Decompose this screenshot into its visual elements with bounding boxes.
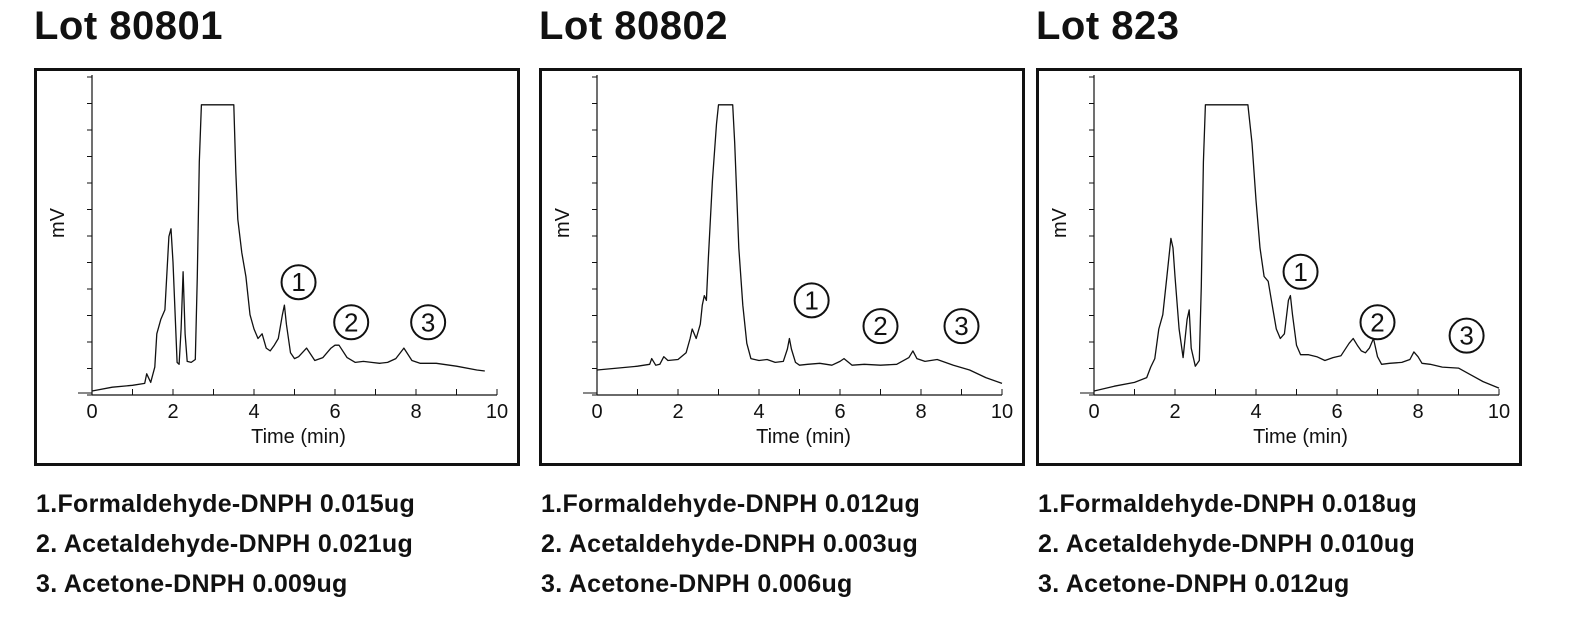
- chromatogram-trace: [597, 104, 1003, 385]
- chromatogram-trace: [1094, 104, 1500, 392]
- peak-marker-label: 3: [421, 307, 435, 337]
- peak-marker-circle: [1359, 304, 1396, 341]
- peak-marker: 1: [793, 282, 830, 319]
- x-axis-label: Time (min): [251, 426, 346, 448]
- chart-panel-3: Lot 823 0 2 4 6 8 10 Time (min) mV 1 2 3 1.Formald…: [1036, 0, 1536, 621]
- legend-item-3: 3. Acetone-DNPH 0.006ug: [541, 570, 853, 598]
- peak-legend: 1.Formaldehyde-DNPH 0.012ug 2. Acetaldeh…: [541, 484, 1041, 604]
- peak-marker-circle: [793, 282, 830, 319]
- peak-marker: 2: [333, 304, 370, 341]
- x-tick-label: 4: [1250, 401, 1261, 423]
- x-tick-label: 4: [753, 401, 764, 423]
- chart-panel-1: Lot 80801 0 2 4 6 8 10 Time (min) mV 1 2 3 1.Forma…: [34, 0, 534, 621]
- peak-marker-label: 3: [1459, 321, 1473, 351]
- y-axis-label: mV: [552, 207, 574, 238]
- peak-marker-label: 2: [344, 307, 358, 337]
- peak-marker-label: 2: [873, 311, 887, 341]
- x-tick-label: 10: [1488, 401, 1510, 423]
- chart-panel-2: Lot 80802 0 2 4 6 8 10 Time (min) mV 1 2 3 1.Forma…: [539, 0, 1039, 621]
- legend-item-2: 2. Acetaldehyde-DNPH 0.003ug: [541, 530, 919, 558]
- x-tick-label: 4: [248, 401, 259, 423]
- chart-title: Lot 80801: [34, 4, 224, 48]
- peak-marker: 1: [280, 264, 317, 301]
- chromatogram-plot: 0 2 4 6 8 10 Time (min) mV 1 2 3: [47, 75, 508, 448]
- legend-item-3: 3. Acetone-DNPH 0.009ug: [36, 570, 348, 598]
- x-tick-label: 2: [672, 401, 683, 423]
- x-axis-label: Time (min): [756, 426, 851, 448]
- x-tick-label: 8: [410, 401, 421, 423]
- peak-marker-circle: [333, 304, 370, 341]
- legend-item-2: 2. Acetaldehyde-DNPH 0.021ug: [36, 530, 414, 558]
- chart-frame: 0 2 4 6 8 10 Time (min) mV 1 2 3: [34, 68, 520, 466]
- peak-marker-label: 1: [1293, 257, 1307, 287]
- peak-marker: 1: [1282, 253, 1319, 290]
- x-tick-label: 6: [834, 401, 845, 423]
- peak-marker: 3: [410, 304, 447, 341]
- chart-title: Lot 80802: [539, 4, 729, 48]
- peak-marker: 2: [862, 308, 899, 345]
- peak-marker-circle: [862, 308, 899, 345]
- peak-marker-circle: [1448, 317, 1485, 354]
- peak-marker: 3: [1448, 317, 1485, 354]
- x-tick-label: 2: [1169, 401, 1180, 423]
- y-axis-label: mV: [47, 207, 69, 238]
- peak-legend: 1.Formaldehyde-DNPH 0.015ug 2. Acetaldeh…: [36, 484, 536, 604]
- legend-item-1: 1.Formaldehyde-DNPH 0.015ug: [36, 490, 416, 518]
- chart-title: Lot 823: [1036, 4, 1180, 48]
- peak-marker-label: 1: [291, 267, 305, 297]
- x-tick-label: 8: [1412, 401, 1423, 423]
- chart-frame: 0 2 4 6 8 10 Time (min) mV 1 2 3: [539, 68, 1025, 466]
- x-tick-label: 0: [591, 401, 602, 423]
- peak-marker-label: 2: [1370, 307, 1384, 337]
- x-tick-label: 10: [486, 401, 508, 423]
- x-tick-label: 6: [1331, 401, 1342, 423]
- peak-marker-circle: [280, 264, 317, 301]
- x-axis-label: Time (min): [1253, 426, 1348, 448]
- peak-marker-label: 3: [954, 311, 968, 341]
- peak-marker: 3: [943, 308, 980, 345]
- y-axis-label: mV: [1049, 207, 1071, 238]
- chromatogram-plot: 0 2 4 6 8 10 Time (min) mV 1 2 3: [1049, 75, 1510, 448]
- peak-legend: 1.Formaldehyde-DNPH 0.018ug 2. Acetaldeh…: [1038, 484, 1538, 604]
- x-tick-label: 2: [167, 401, 178, 423]
- legend-item-3: 3. Acetone-DNPH 0.012ug: [1038, 570, 1350, 598]
- legend-item-1: 1.Formaldehyde-DNPH 0.018ug: [1038, 490, 1418, 518]
- peak-marker-label: 1: [804, 285, 818, 315]
- x-tick-label: 0: [1088, 401, 1099, 423]
- peak-marker-circle: [943, 308, 980, 345]
- chromatogram-trace: [92, 104, 485, 392]
- chromatogram-plot: 0 2 4 6 8 10 Time (min) mV 1 2 3: [552, 75, 1013, 448]
- peak-marker-circle: [410, 304, 447, 341]
- chart-frame: 0 2 4 6 8 10 Time (min) mV 1 2 3: [1036, 68, 1522, 466]
- x-tick-label: 8: [915, 401, 926, 423]
- x-tick-label: 10: [991, 401, 1013, 423]
- peak-marker: 2: [1359, 304, 1396, 341]
- peak-marker-circle: [1282, 253, 1319, 290]
- x-tick-label: 0: [86, 401, 97, 423]
- legend-item-2: 2. Acetaldehyde-DNPH 0.010ug: [1038, 530, 1416, 558]
- x-tick-label: 6: [329, 401, 340, 423]
- legend-item-1: 1.Formaldehyde-DNPH 0.012ug: [541, 490, 921, 518]
